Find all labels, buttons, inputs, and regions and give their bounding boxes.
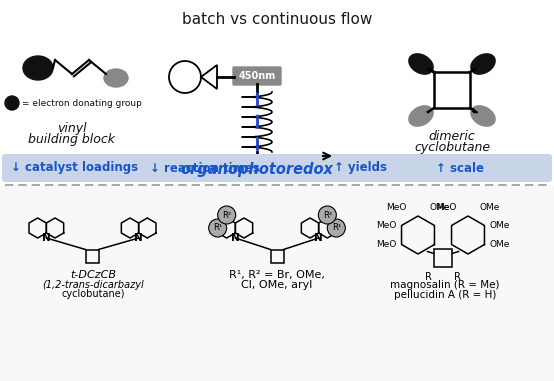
Circle shape [319, 206, 336, 224]
Text: R: R [454, 272, 461, 282]
Bar [434, 249, 452, 267]
Bar [85, 250, 99, 263]
Text: OMe: OMe [429, 203, 450, 212]
Text: = electron donating group: = electron donating group [22, 99, 142, 107]
Text: N: N [42, 233, 51, 243]
Text: R: R [425, 272, 432, 282]
Text: N: N [231, 233, 240, 243]
Text: R¹, R² = Br, OMe,: R¹, R² = Br, OMe, [229, 270, 325, 280]
Circle shape [218, 206, 235, 224]
Ellipse shape [23, 56, 53, 80]
Ellipse shape [409, 54, 433, 74]
Text: OMe: OMe [479, 203, 500, 212]
Ellipse shape [409, 106, 433, 126]
Text: R²: R² [323, 210, 332, 219]
Text: ↑ scale: ↑ scale [436, 162, 484, 174]
Text: Cl, OMe, aryl: Cl, OMe, aryl [242, 280, 312, 290]
Text: N: N [134, 233, 143, 243]
Text: t-DCzCB: t-DCzCB [70, 270, 116, 280]
Text: (1,2-trans-dicarbazyl: (1,2-trans-dicarbazyl [42, 280, 144, 290]
Text: ↑ yields: ↑ yields [334, 162, 387, 174]
Circle shape [209, 219, 227, 237]
Text: R¹: R¹ [332, 224, 341, 232]
Text: 450nm: 450nm [238, 71, 276, 81]
Text: ↓ reaction times: ↓ reaction times [150, 162, 260, 174]
Circle shape [327, 219, 345, 237]
Text: cyclobutane): cyclobutane) [61, 289, 125, 299]
Circle shape [5, 96, 19, 110]
FancyBboxPatch shape [2, 154, 552, 182]
Text: MeO: MeO [386, 203, 407, 212]
Text: N: N [314, 233, 323, 243]
Text: ↓ catalyst loadings: ↓ catalyst loadings [12, 162, 138, 174]
Text: vinyl: vinyl [57, 122, 87, 135]
Text: OMe: OMe [490, 221, 510, 230]
Text: magnosalin (R = Me): magnosalin (R = Me) [390, 280, 500, 290]
Ellipse shape [471, 106, 495, 126]
FancyBboxPatch shape [233, 67, 281, 85]
Ellipse shape [104, 69, 128, 87]
Text: cyclobutane: cyclobutane [414, 141, 490, 154]
Text: R²: R² [222, 210, 231, 219]
Bar [0, 186, 554, 381]
Ellipse shape [471, 54, 495, 74]
Bar [270, 250, 284, 263]
Text: dimeric: dimeric [429, 130, 475, 143]
Text: R¹: R¹ [213, 224, 222, 232]
Text: batch vs continuous flow: batch vs continuous flow [182, 12, 372, 27]
Text: OMe: OMe [490, 240, 510, 249]
Text: building block: building block [28, 133, 115, 146]
Text: MeO: MeO [436, 203, 456, 212]
Text: organophotoredox: organophotoredox [181, 162, 334, 177]
Text: MeO: MeO [376, 221, 396, 230]
Text: MeO: MeO [376, 240, 396, 249]
Text: pellucidin A (R = H): pellucidin A (R = H) [394, 290, 496, 300]
